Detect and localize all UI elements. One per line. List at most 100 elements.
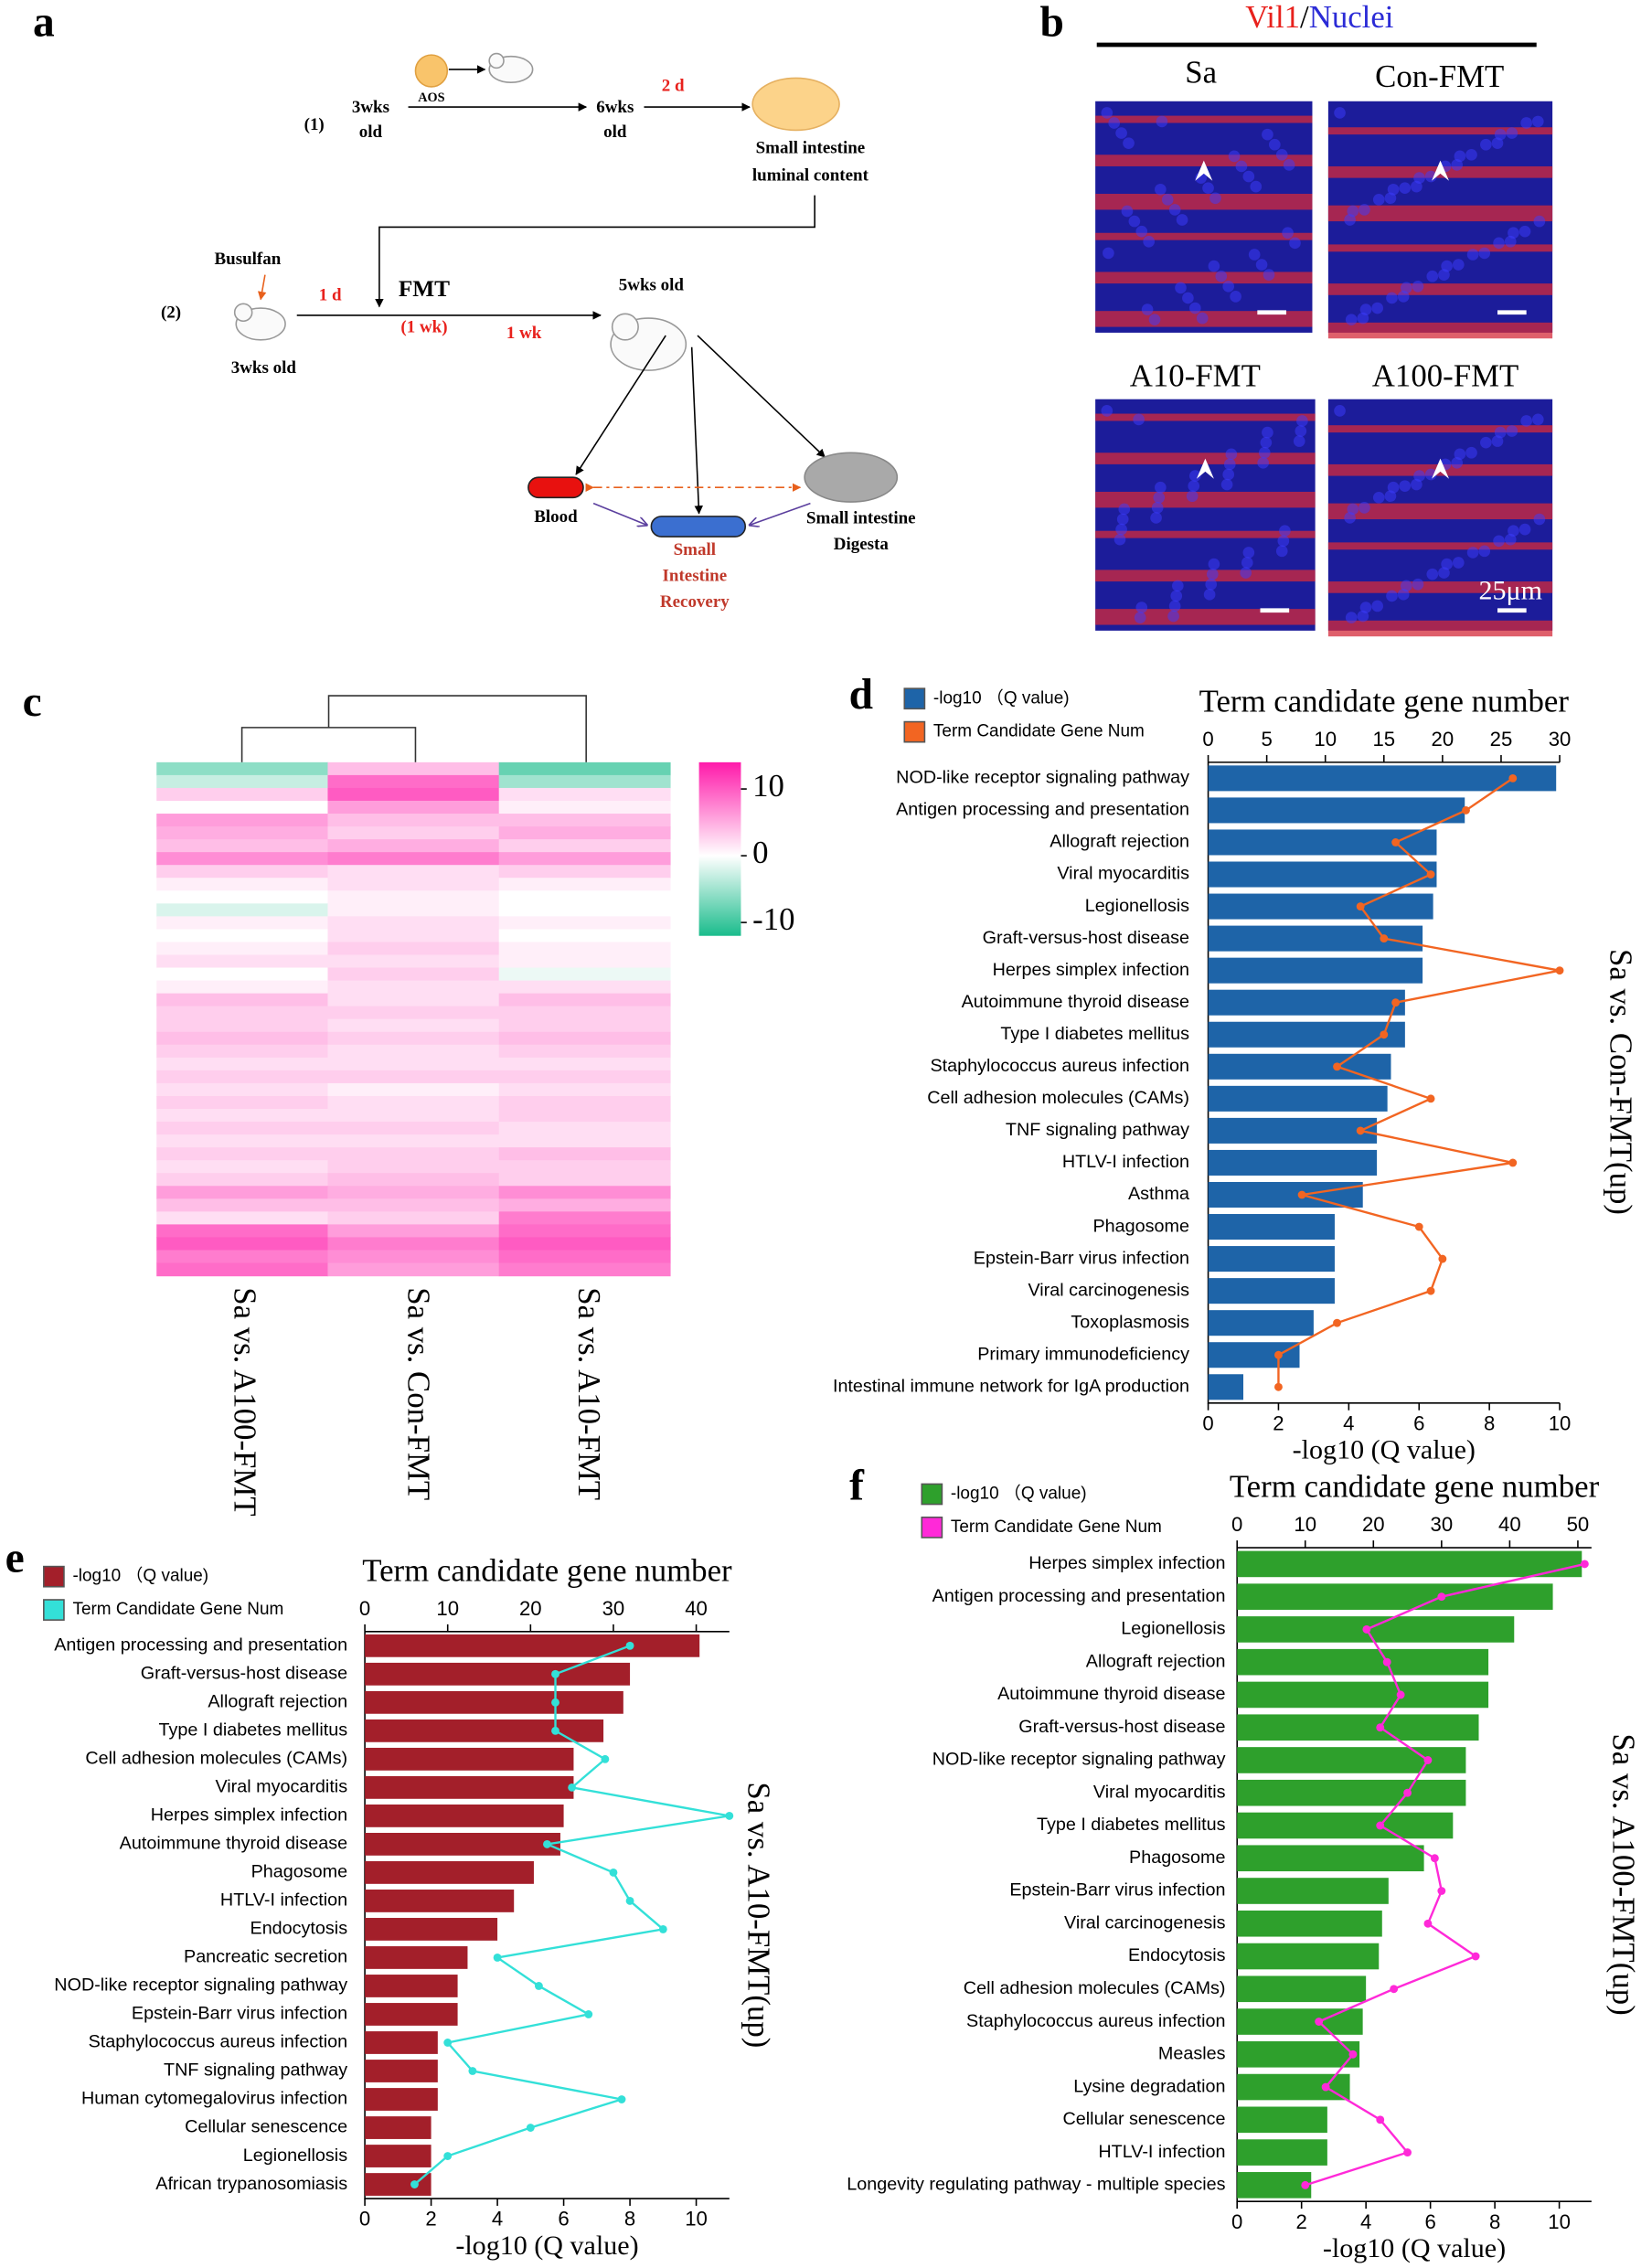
gene-point (410, 2180, 419, 2188)
nucleus (1206, 568, 1219, 580)
label: 6 (1413, 1411, 1424, 1434)
nucleus (1478, 545, 1491, 558)
label: Allograft rejection (208, 1692, 347, 1712)
heatmap-cell (498, 787, 671, 802)
micrographs (1095, 101, 1553, 637)
label: Cell adhesion molecules (CAMs) (964, 1978, 1226, 1998)
label: 8 (1484, 1411, 1495, 1434)
label: Sa vs. A10-FMT (571, 1287, 607, 1500)
label: Small (674, 540, 716, 559)
label: Graft-versus-host disease (1018, 1717, 1225, 1737)
gene-point (625, 1896, 634, 1905)
gene-point (551, 1669, 559, 1678)
heatmap-cell (327, 1109, 500, 1123)
heatmap-cell (327, 761, 500, 776)
label: -log10 （Q value) (72, 1566, 208, 1586)
nucleus (1412, 578, 1424, 591)
bar (1208, 1278, 1335, 1304)
nucleus (1279, 525, 1291, 538)
label: 8 (624, 2208, 635, 2231)
heatmap-cell (156, 878, 329, 891)
nucleus (1275, 545, 1288, 558)
label: NOD-like receptor signaling pathway (54, 1975, 347, 1996)
gene-point (1391, 998, 1401, 1007)
gene-point (609, 1868, 618, 1877)
nucleus (1235, 160, 1248, 173)
label: Viral carcinogenesis (1028, 1280, 1189, 1300)
bar (365, 1719, 604, 1742)
nucleus (1371, 302, 1384, 314)
gene-point (1430, 1854, 1439, 1863)
bar (1237, 1812, 1454, 1839)
label: Sa vs. A100-FMT(up) (1606, 1733, 1641, 2015)
label: Term candidate gene number (1230, 1469, 1600, 1505)
label: 5wks old (619, 276, 685, 295)
bar (1208, 765, 1557, 792)
stain-band (1327, 283, 1553, 295)
bar (365, 1804, 564, 1827)
gene-line (1277, 777, 1561, 1388)
nucleus (1128, 215, 1141, 228)
nucleus (1277, 535, 1290, 548)
bar (1208, 989, 1405, 1016)
gene-point (1414, 1222, 1423, 1231)
heatmap-cell (156, 1173, 329, 1187)
heatmap-cell (498, 1237, 671, 1251)
gene-point (1437, 1887, 1446, 1895)
bar (1237, 2139, 1327, 2166)
label: Autoimmune thyroid disease (962, 992, 1189, 1012)
heatmap-cell (498, 942, 671, 956)
heatmap-cell (327, 1070, 500, 1084)
label: AOS (418, 91, 444, 105)
gene-point (658, 1925, 667, 1933)
nucleus (1289, 237, 1301, 250)
bar (365, 2116, 432, 2139)
label: Type I diabetes mellitus (159, 1720, 348, 1741)
nucleus (1386, 590, 1398, 602)
bar (1208, 1085, 1388, 1112)
label: c (23, 678, 42, 726)
legend-swatch (43, 1599, 65, 1621)
nucleus (1150, 512, 1162, 524)
heatmap-cell (327, 852, 500, 866)
nucleus (1155, 481, 1167, 494)
stain-band (1095, 491, 1316, 508)
heatmap-cell (327, 1198, 500, 1212)
bar (365, 1918, 498, 1941)
gene-point (468, 2067, 477, 2075)
label: e (5, 1535, 25, 1582)
nucleus (1518, 225, 1531, 238)
arrowhead (1432, 160, 1449, 181)
heatmap-cell (156, 1057, 329, 1071)
heatmap-cell (498, 1044, 671, 1059)
nucleus (1260, 436, 1273, 449)
nucleus (1143, 235, 1156, 248)
gene-point (601, 1754, 610, 1763)
label: 30 (1431, 1513, 1454, 1536)
nucleus (1188, 470, 1201, 482)
legend-swatch (903, 720, 926, 743)
label: 0 (1202, 1411, 1213, 1434)
nucleus (1296, 415, 1308, 427)
heatmap-cell (156, 865, 329, 878)
bar (1237, 1550, 1582, 1578)
heatmap-cell (156, 942, 329, 956)
gene-point (1390, 1985, 1399, 1994)
nucleus (1426, 568, 1439, 580)
gene-point (1376, 1821, 1385, 1830)
bar (1208, 797, 1465, 824)
heatmap-cell (498, 1018, 671, 1033)
bar (365, 1662, 631, 1686)
label: Endocytosis (1128, 1945, 1226, 1965)
nucleus (1240, 567, 1252, 579)
bar (1237, 1975, 1367, 2003)
nucleus (1223, 458, 1236, 471)
stain-band (1095, 232, 1313, 240)
heatmap-cell (327, 890, 500, 904)
nucleus (1359, 602, 1372, 613)
heatmap-cell (327, 1095, 500, 1110)
heatmap-cell (327, 929, 500, 943)
gene-point (526, 2124, 535, 2132)
gene-point (1380, 1030, 1389, 1039)
bar (1237, 2040, 1360, 2068)
